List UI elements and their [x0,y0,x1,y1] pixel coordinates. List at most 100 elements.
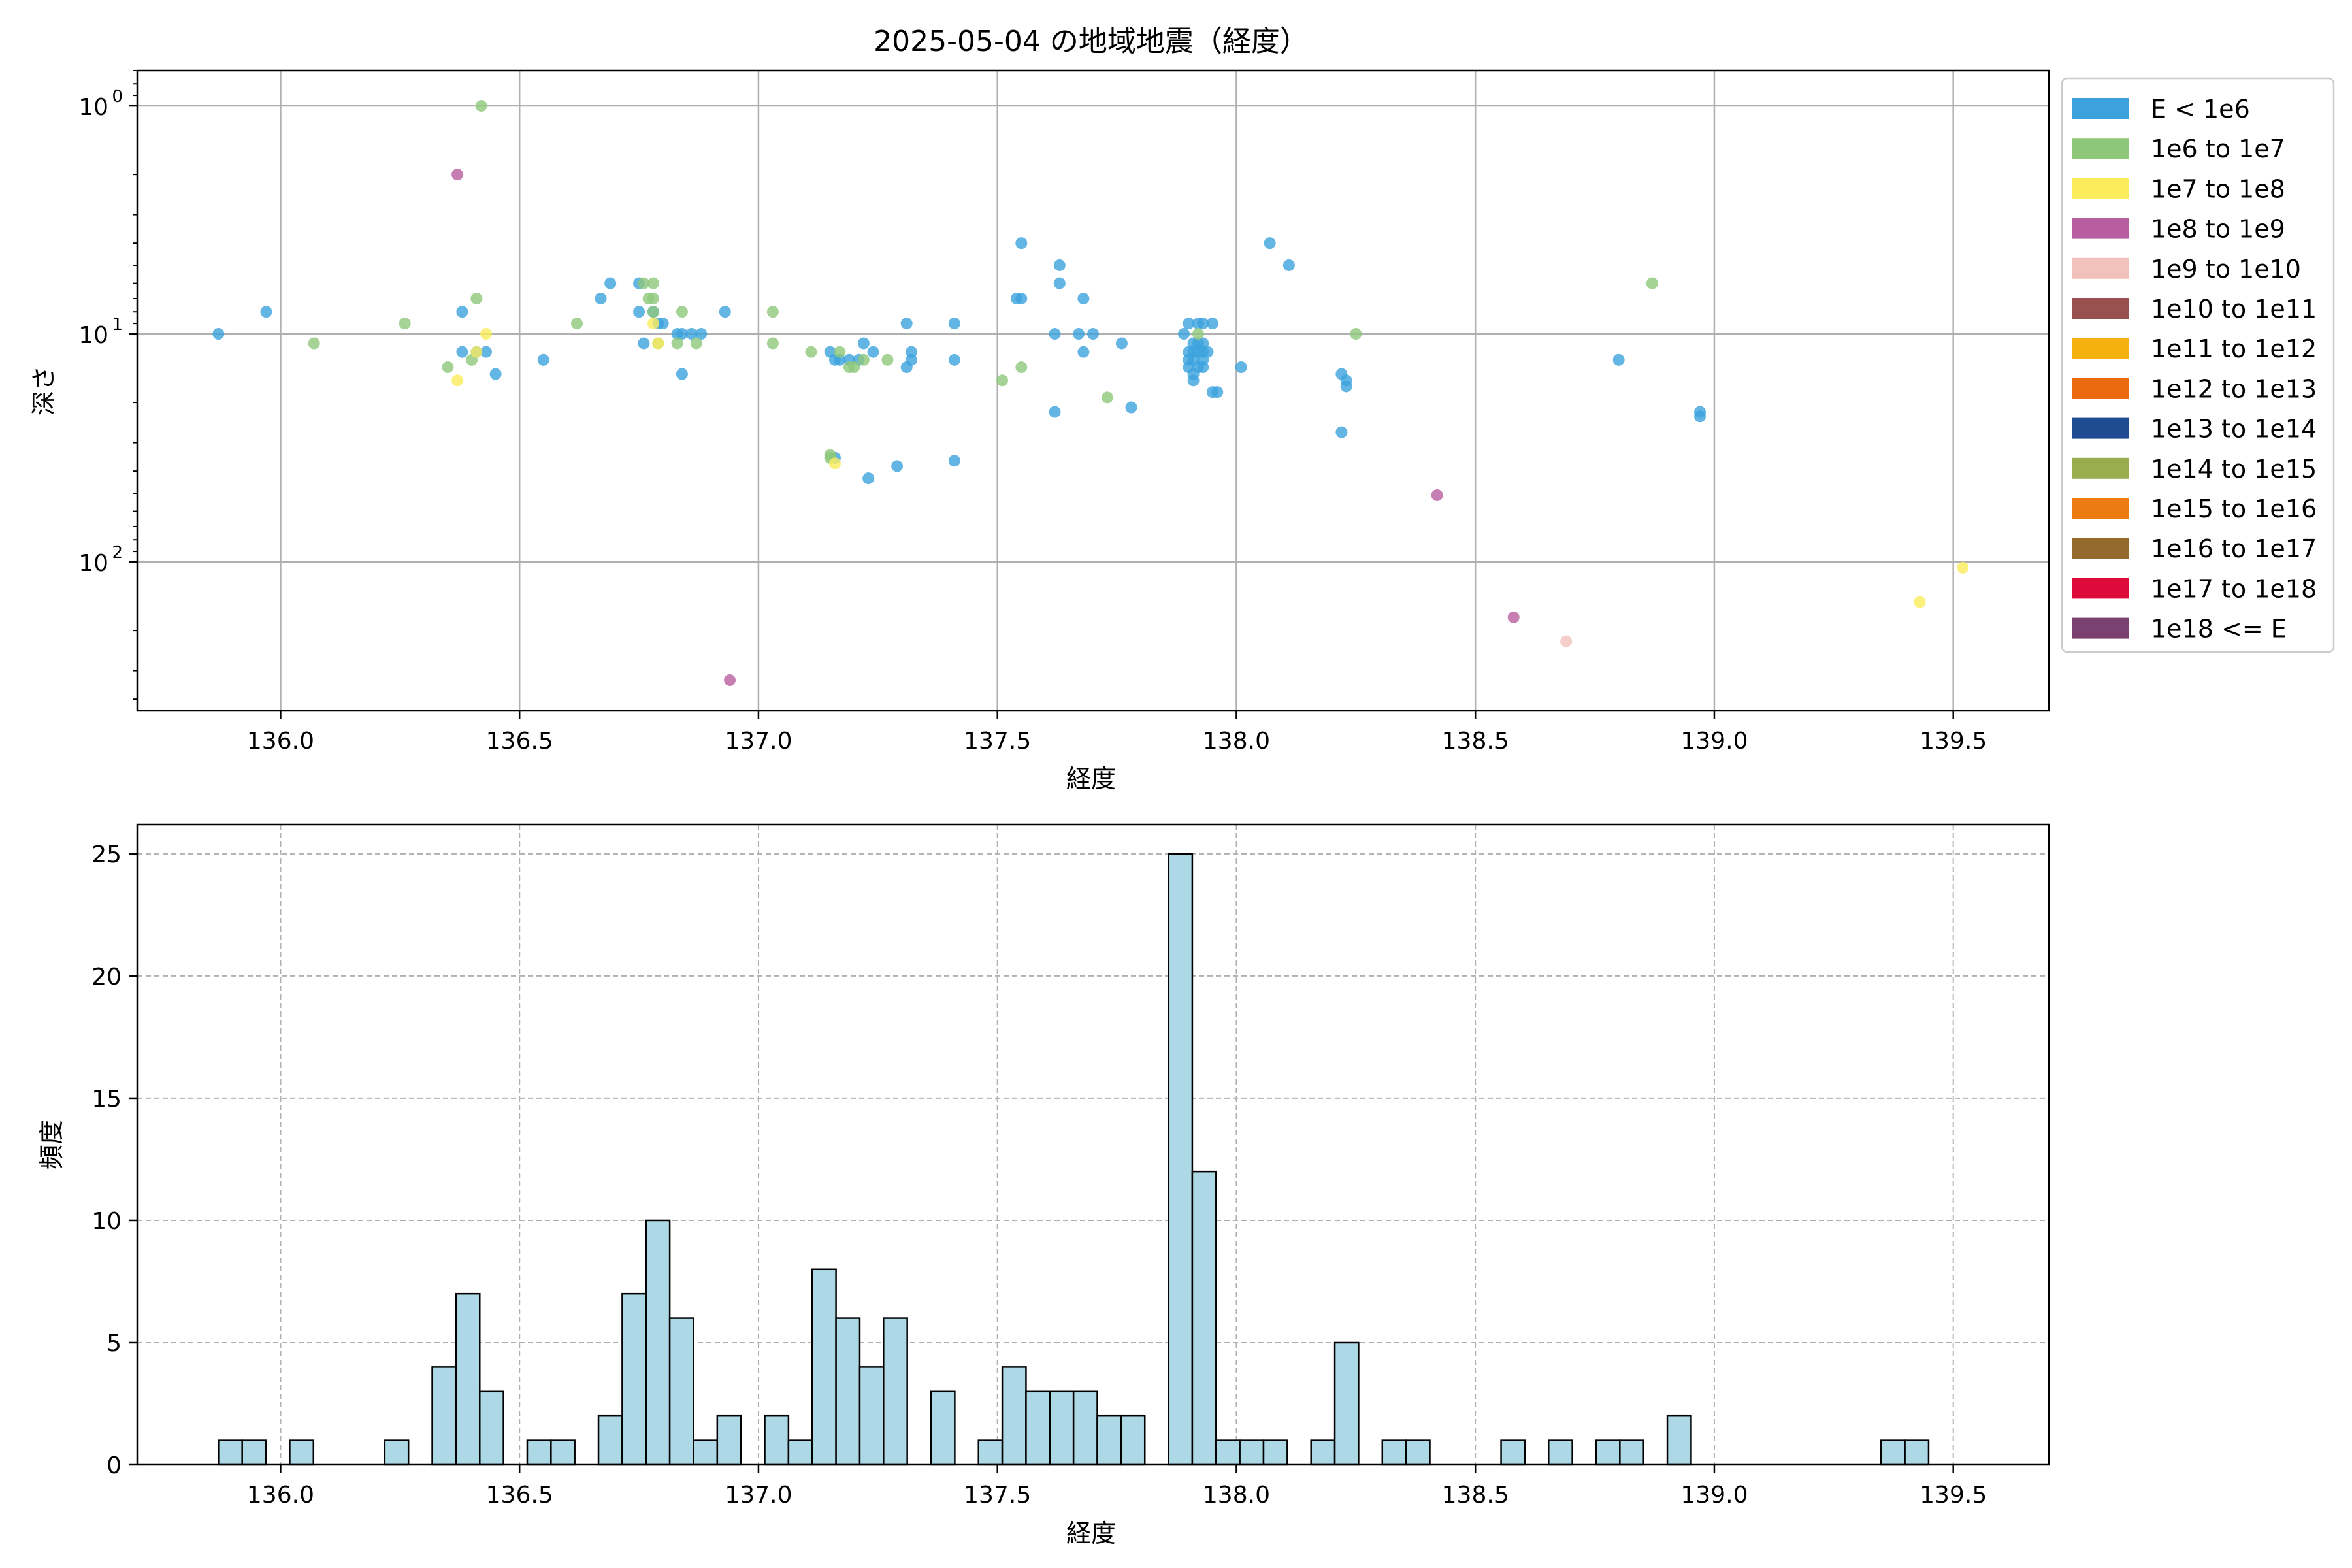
scatter-point [676,368,688,380]
histogram-y-tick-label: 10 [91,1208,122,1235]
scatter-point [881,353,894,366]
histogram-y-ticks: 0 5 10 15 20 25 [91,841,137,1479]
scatter-point [996,374,1009,387]
histogram-bar [218,1439,243,1466]
scatter-point [570,318,583,330]
scatter-point [685,328,698,340]
legend-label: 1e11 to 1e12 [2151,335,2317,363]
histogram-bar [455,1292,481,1466]
scatter-point [647,318,660,330]
scatter-point [948,318,960,330]
scatter-x-tick-label: 137.0 [725,728,792,755]
scatter-point [399,318,411,330]
legend-swatch [2072,178,2129,199]
scatter-point [724,674,736,686]
histogram-bar [1548,1439,1573,1466]
scatter-point [1560,635,1573,647]
scatter-point [676,328,688,340]
histogram-bar [1880,1439,1906,1466]
scatter-point [1073,328,1085,340]
histogram-bar [526,1439,552,1466]
histogram-bar [787,1439,813,1466]
histogram-bar [1191,1170,1217,1466]
legend-label: 1e15 to 1e16 [2151,495,2317,523]
scatter-point [906,346,918,358]
histogram-bar [668,1317,694,1466]
scatter-point [1340,380,1352,393]
histogram-bar [1595,1439,1621,1466]
histogram-bar [1666,1414,1692,1466]
scatter-point [451,169,464,181]
scatter-point [451,374,464,387]
scatter-point [595,292,607,304]
legend-label: 1e6 to 1e7 [2151,135,2285,163]
legend: E < 1e6 1e6 to 1e7 1e7 to 1e8 1e8 to 1e9 1e9… [2061,77,2335,653]
scatter-point [671,337,683,350]
scatter-point [1187,374,1200,387]
histogram-x-tick-label: 137.5 [964,1482,1031,1509]
scatter-point [638,337,650,350]
scatter-point [1201,346,1214,358]
scatter-point [1015,237,1028,250]
scatter-point [1335,426,1348,438]
scatter-point [1507,611,1520,623]
scatter-point [948,455,960,467]
legend-swatch [2072,578,2129,599]
scatter-point [456,346,468,358]
histogram-bar [764,1414,790,1466]
scatter-point [1694,410,1707,423]
scatter-point [867,346,879,358]
legend-label: 1e9 to 1e10 [2151,255,2301,284]
legend-label: 1e16 to 1e17 [2151,534,2317,563]
scatter-point [489,368,502,380]
scatter-point [1125,401,1137,414]
scatter-point [834,346,846,358]
histogram-bar [1239,1439,1265,1466]
scatter-point [862,472,875,485]
scatter-y-tick-label: 10 [78,322,108,349]
scatter-point [891,460,904,472]
histogram-y-tick-label: 15 [91,1086,122,1113]
histogram-x-tick-label: 136.5 [486,1482,553,1509]
legend-label: 1e7 to 1e8 [2151,174,2285,203]
histogram-x-tick-label: 137.0 [725,1482,792,1509]
legend-swatch [2072,617,2129,639]
scatter-point [1077,292,1090,304]
scatter-point [1197,337,1209,350]
histogram-bar [1381,1439,1407,1466]
scatter-point [805,346,817,358]
legend-swatch [2072,538,2129,559]
histogram-x-axis-label: 経度 [1066,1519,1116,1548]
legend-swatch [2072,98,2129,119]
scatter-points [212,100,1969,686]
scatter-point [647,306,660,318]
scatter-point [652,337,664,350]
histogram-bar [1405,1439,1431,1466]
scatter-point [1192,328,1204,340]
histogram-bar [1168,853,1194,1466]
scatter-panel: 136.0 136.5 137.0 137.5 138.0 138.5 139.0 139.5… [29,69,2050,793]
histogram-bar [811,1268,837,1466]
scatter-point [212,328,225,340]
histogram-x-tick-label: 138.0 [1203,1482,1270,1509]
scatter-point [470,292,483,304]
histogram-bar [621,1292,647,1466]
histogram-bar [431,1366,457,1466]
histogram-bar [1262,1439,1288,1466]
scatter-point [1282,259,1295,271]
histogram-bar [597,1414,623,1466]
histogram-panel: 136.0 136.5 137.0 137.5 138.0 138.5 139.0 139.5… [37,823,2050,1548]
scatter-point [1053,259,1066,271]
histogram-bar [1120,1414,1146,1466]
scatter-point [604,277,617,289]
scatter-point [1431,489,1443,501]
scatter-x-tick-label: 138.0 [1203,728,1270,755]
scatter-point [470,346,483,358]
histogram-bar [1500,1439,1526,1466]
legend-label: 1e17 to 1e18 [2151,574,2317,603]
histogram-x-tick-label: 139.0 [1680,1482,1748,1509]
histogram-bar [1619,1439,1644,1466]
legend-label: 1e10 to 1e11 [2151,295,2317,323]
